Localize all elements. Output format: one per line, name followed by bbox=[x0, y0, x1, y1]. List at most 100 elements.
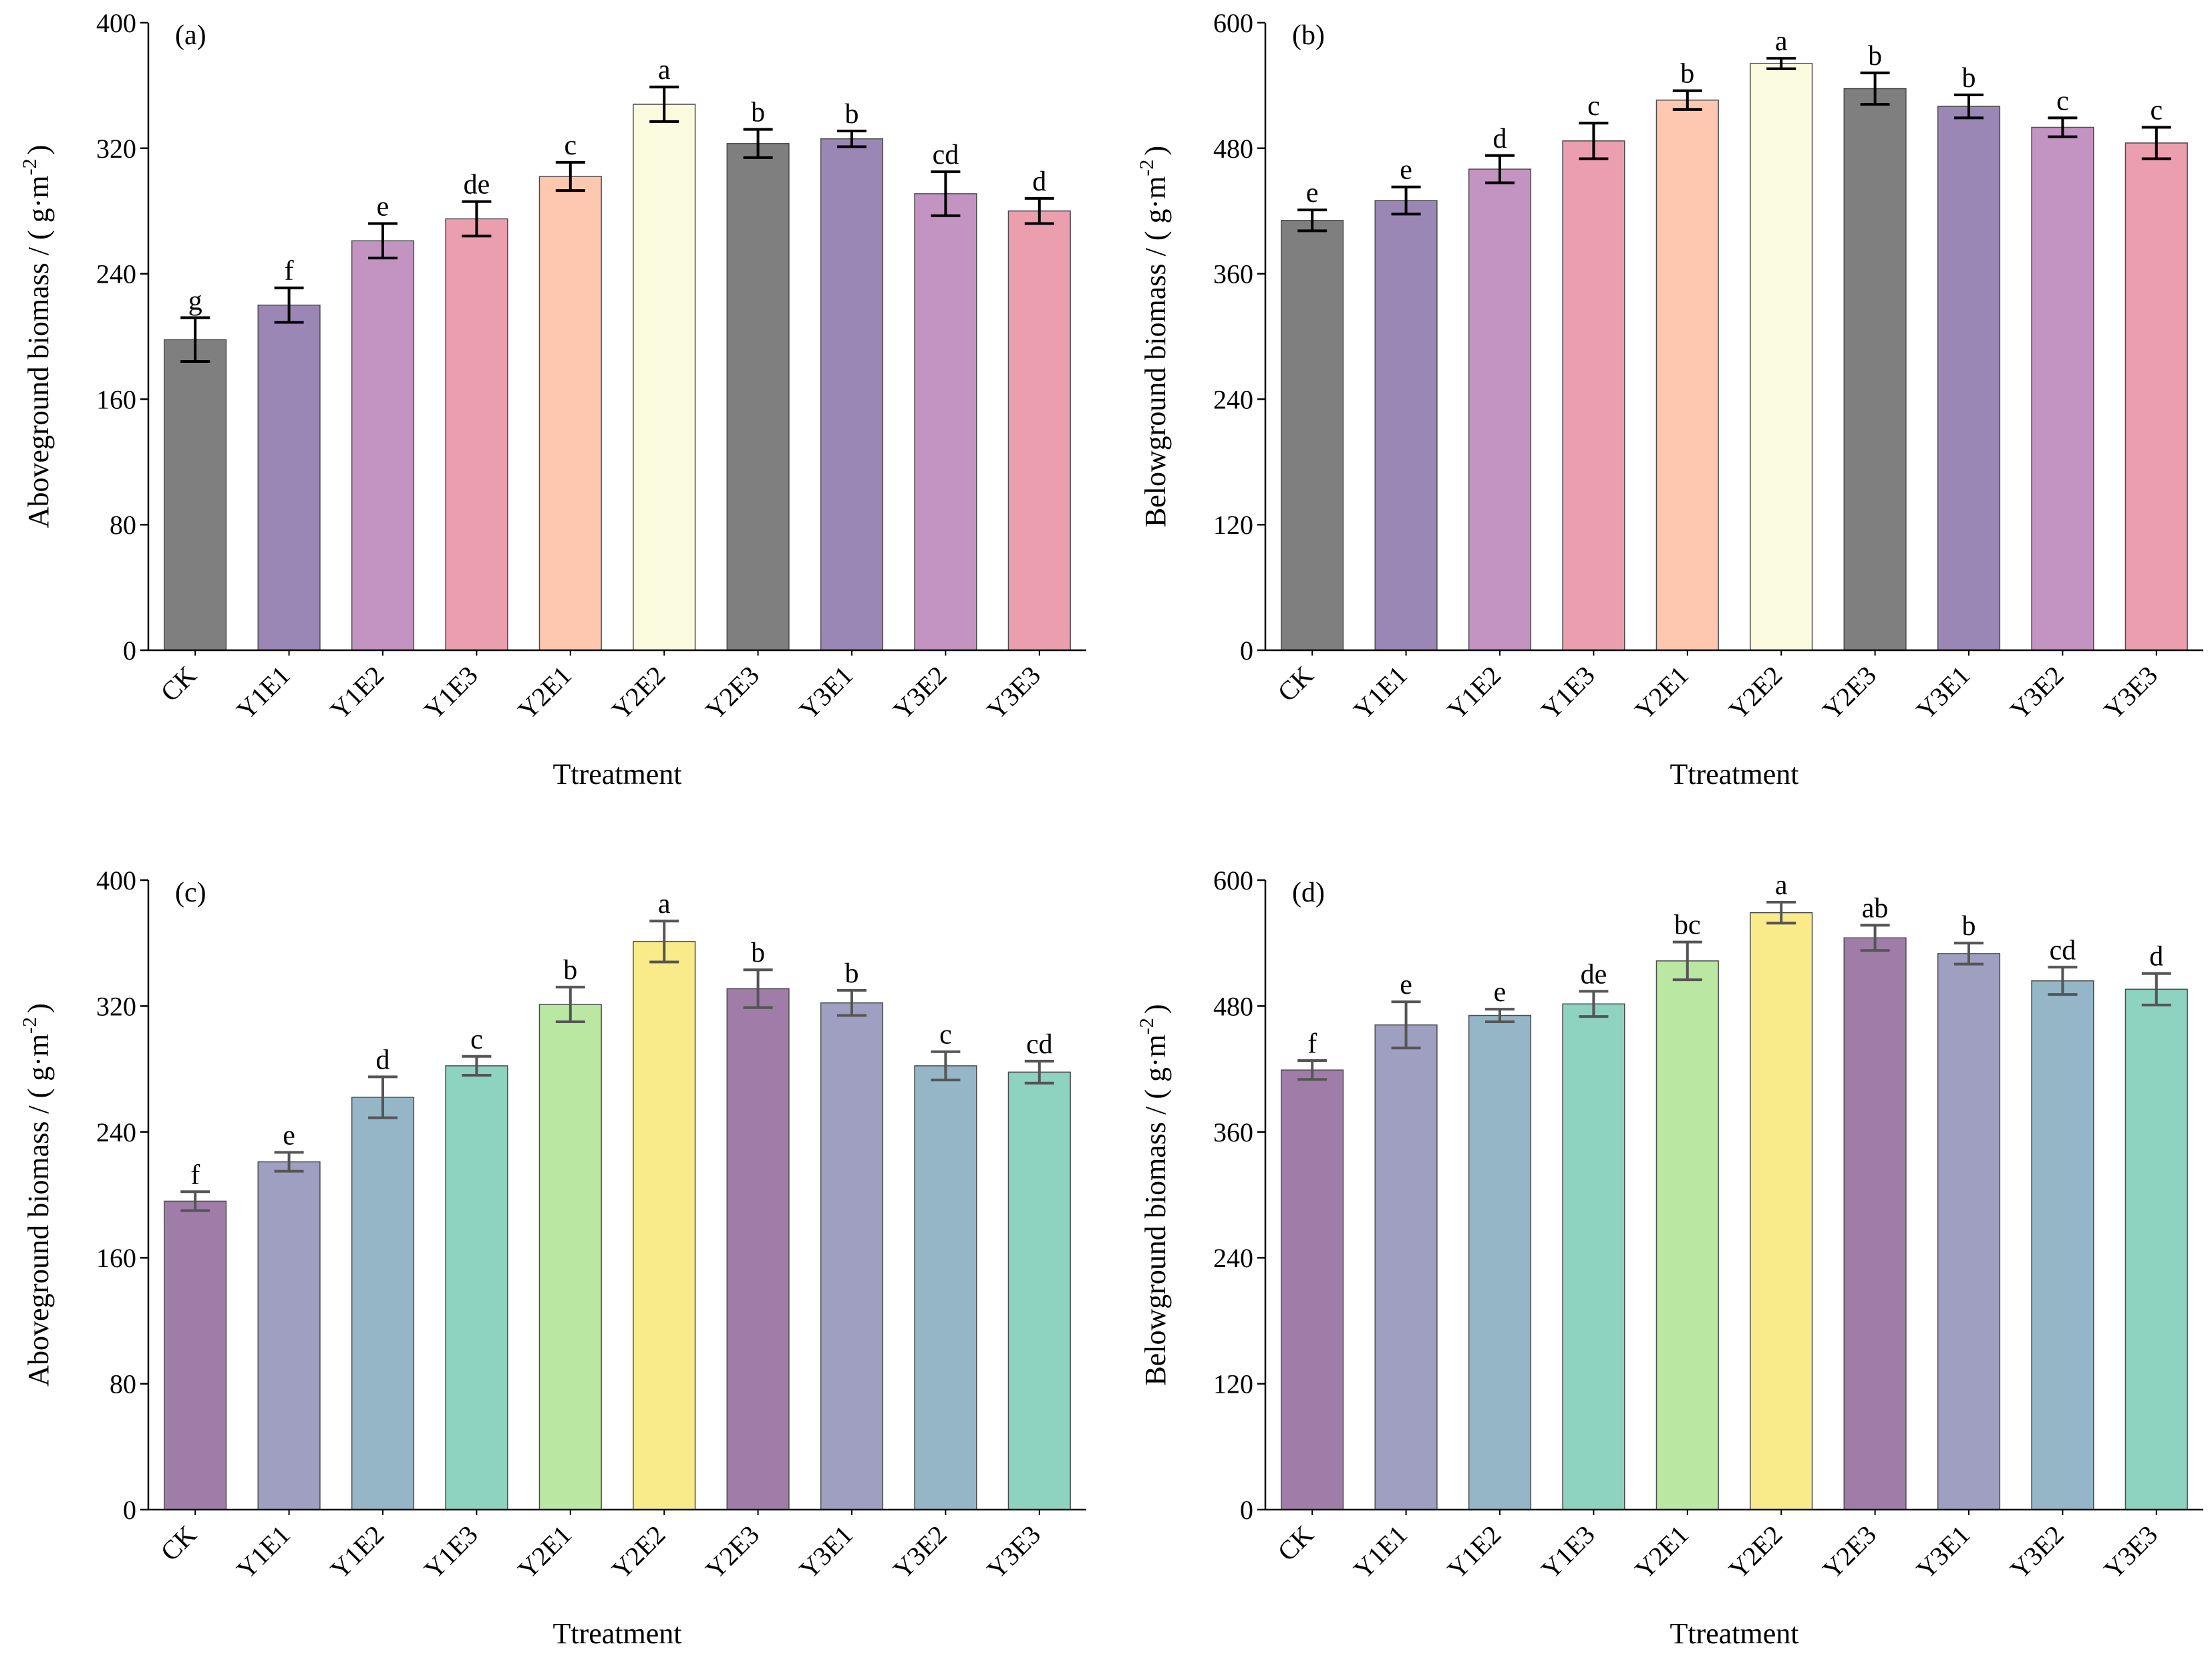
y-axis-title-main: Belowground biomass / ( g·m bbox=[1139, 1034, 1172, 1386]
bar-Y1E2 bbox=[351, 240, 415, 651]
significance-letter: cd bbox=[933, 140, 959, 170]
bar-Y3E3 bbox=[1007, 1071, 1071, 1510]
significance-letter: b bbox=[845, 958, 859, 989]
x-tick-label: Y3E1 bbox=[794, 1520, 859, 1585]
significance-letter: c bbox=[470, 1024, 483, 1055]
y-tick-label: 320 bbox=[96, 134, 136, 164]
y-tick-label: 240 bbox=[96, 259, 136, 289]
x-tick-label: CK bbox=[154, 1519, 202, 1566]
significance-letter: b bbox=[1962, 63, 1976, 94]
y-tick-label: 480 bbox=[1213, 991, 1253, 1021]
x-tick-label: Y3E1 bbox=[1911, 1520, 1976, 1585]
x-tick-label: Y1E3 bbox=[1535, 1520, 1601, 1585]
significance-letter: b bbox=[1868, 41, 1882, 72]
y-axis-title-close: ) bbox=[22, 145, 55, 155]
significance-letter: c bbox=[939, 1020, 952, 1051]
bar-Y2E1 bbox=[538, 1004, 602, 1510]
bar-CK bbox=[1281, 220, 1344, 651]
bar-Y3E2 bbox=[914, 1065, 977, 1510]
x-tick-label: Y1E3 bbox=[418, 660, 484, 726]
panel-label: (d) bbox=[1292, 877, 1325, 908]
bar-Y3E1 bbox=[1937, 106, 2001, 651]
significance-letter: cd bbox=[1026, 1029, 1053, 1060]
significance-letter: b bbox=[1962, 911, 1976, 942]
bar-Y2E3 bbox=[726, 988, 790, 1510]
significance-letter: b bbox=[751, 938, 765, 968]
bar-Y2E3 bbox=[726, 143, 790, 651]
bar-Y3E3 bbox=[1007, 210, 1071, 651]
x-tick-label: Y3E2 bbox=[2004, 1520, 2070, 1585]
x-tick-label: Y3E3 bbox=[981, 1520, 1046, 1585]
significance-letter: e bbox=[1494, 977, 1507, 1008]
x-tick-label: Y3E3 bbox=[2098, 660, 2163, 726]
x-axis-title: Ttreatment bbox=[1670, 1617, 1798, 1650]
y-tick-label: 0 bbox=[123, 1495, 136, 1525]
significance-letter: d bbox=[1032, 166, 1046, 197]
bar-Y2E3 bbox=[1843, 88, 1907, 651]
x-tick-label: Y3E3 bbox=[2098, 1520, 2163, 1585]
x-tick-label: Y1E1 bbox=[1348, 660, 1413, 726]
significance-letter: ab bbox=[1862, 893, 1889, 924]
x-tick-label: Y1E2 bbox=[325, 660, 390, 726]
y-tick-label: 0 bbox=[1240, 636, 1253, 666]
x-tick-label: Y2E3 bbox=[1816, 660, 1882, 726]
significance-letter: f bbox=[1307, 1028, 1317, 1059]
x-tick-label: Y2E2 bbox=[1723, 1520, 1788, 1585]
y-tick-label: 80 bbox=[110, 510, 136, 540]
x-tick-label: Y2E2 bbox=[1723, 660, 1788, 726]
chart-panel-3: f CK e Y1E1 e Y1E2 de Y1E3 bc Y2E1 a Y2E2 ab Y2E3 b Y3E… bbox=[1136, 865, 2203, 1650]
x-tick-label: Y3E1 bbox=[794, 660, 859, 726]
y-axis-title: Aboveground biomass / ( g·m-2) bbox=[19, 1003, 55, 1387]
bar-Y3E1 bbox=[820, 1002, 884, 1510]
significance-letter: e bbox=[1400, 155, 1412, 186]
significance-letter: b bbox=[845, 99, 859, 130]
x-axis-title: Ttreatment bbox=[552, 1617, 681, 1650]
significance-letter: f bbox=[285, 256, 294, 287]
bar-CK bbox=[164, 1200, 227, 1510]
x-tick-label: Y2E1 bbox=[512, 1520, 577, 1585]
significance-letter: d bbox=[2149, 942, 2163, 972]
y-tick-label: 360 bbox=[1213, 1117, 1253, 1147]
bar-CK bbox=[164, 339, 227, 651]
bar-Y1E3 bbox=[445, 1065, 508, 1510]
chart-panel-1: e CK e Y1E1 d Y1E2 c Y1E3 b Y2E1 a Y2E2 b Y2E3 b Y3E1 c Y… bbox=[1136, 8, 2203, 791]
significance-letter: c bbox=[1587, 91, 1600, 122]
y-axis-title-close: ) bbox=[1139, 146, 1172, 156]
bar-Y1E1 bbox=[1374, 200, 1438, 651]
bar-Y2E1 bbox=[1655, 100, 1719, 651]
bar-Y3E2 bbox=[2031, 126, 2094, 651]
x-tick-label: Y3E3 bbox=[981, 660, 1046, 726]
y-axis-title-exponent: -2 bbox=[19, 158, 41, 175]
significance-letter: e bbox=[1400, 970, 1412, 1000]
x-tick-label: Y2E3 bbox=[699, 660, 765, 726]
significance-letter: b bbox=[563, 955, 577, 986]
significance-letter: b bbox=[751, 98, 765, 128]
significance-letter: cd bbox=[2050, 935, 2076, 966]
y-tick-label: 80 bbox=[110, 1369, 136, 1399]
bar-Y1E2 bbox=[351, 1097, 415, 1510]
x-tick-label: CK bbox=[154, 660, 202, 707]
significance-letter: d bbox=[1493, 124, 1507, 154]
panel-label: (a) bbox=[175, 20, 206, 51]
x-tick-label: Y1E3 bbox=[418, 1520, 484, 1585]
significance-letter: e bbox=[283, 1120, 295, 1151]
y-tick-label: 480 bbox=[1213, 134, 1253, 164]
bar-Y2E2 bbox=[1750, 63, 1813, 651]
y-tick-label: 160 bbox=[96, 384, 136, 414]
y-tick-label: 400 bbox=[96, 8, 136, 38]
significance-letter: c bbox=[2056, 86, 2069, 116]
x-tick-label: Y2E2 bbox=[606, 1520, 671, 1585]
x-tick-label: Y2E2 bbox=[606, 660, 671, 726]
y-tick-label: 320 bbox=[96, 991, 136, 1021]
y-axis-title-close: ) bbox=[22, 1003, 55, 1013]
y-tick-label: 600 bbox=[1213, 865, 1253, 895]
significance-letter: a bbox=[1775, 26, 1788, 57]
bar-Y2E1 bbox=[538, 176, 602, 651]
y-axis-title-main: Belowground biomass / ( g·m bbox=[1139, 176, 1172, 528]
y-axis-title-main: Aboveground biomass / ( g·m bbox=[22, 1034, 55, 1387]
bar-Y3E3 bbox=[2124, 988, 2188, 1510]
significance-letter: c bbox=[564, 130, 577, 161]
significance-letter: c bbox=[2150, 96, 2163, 126]
significance-letter: g bbox=[188, 285, 202, 316]
